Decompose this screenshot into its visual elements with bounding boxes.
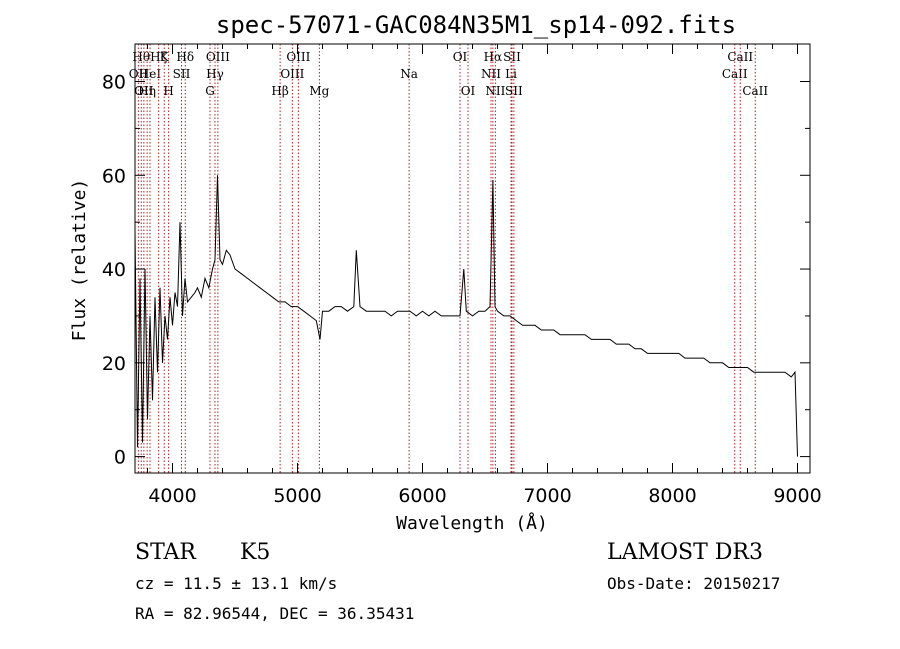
spectrum-series	[134, 175, 798, 457]
object-class: STAR	[135, 540, 196, 565]
object-subclass: K5	[240, 540, 271, 565]
line-label-23: Li	[505, 67, 517, 81]
y-tick-label-0: 0	[114, 447, 126, 469]
chart-title: spec-57071-GAC084N35M1_sp14-092.fits	[216, 11, 736, 39]
x-tick-label-3: 7000	[523, 485, 571, 507]
tick-labels: 4000 5000 6000 7000 8000 9000 0 20 40 60 80	[102, 72, 822, 507]
line-label-4: HeI	[139, 67, 162, 81]
y-axis-label: Flux (relative)	[69, 179, 90, 342]
x-axis-label: Wavelength (Å)	[396, 512, 548, 534]
spectrum-line	[134, 175, 798, 457]
line-label-16: Mg	[309, 84, 329, 98]
y-tick-label-1: 20	[102, 353, 126, 375]
line-label-1: Hθ	[132, 50, 150, 64]
chart-axes	[134, 43, 811, 474]
line-label-5: Hζ	[150, 50, 167, 64]
survey-name: LAMOST DR3	[607, 540, 763, 565]
line-label-0: OII	[129, 67, 149, 81]
line-label-11: Hγ	[206, 67, 224, 81]
line-label-2: OII	[134, 84, 154, 98]
line-label-17: Na	[400, 67, 418, 81]
y-tick-label-4: 80	[102, 72, 126, 94]
line-label-26: CaII	[722, 67, 748, 81]
line-label-19: OI	[461, 84, 476, 98]
line-label-25: SII	[505, 84, 523, 98]
plot-frame	[134, 43, 811, 474]
x-tick-label-5: 9000	[773, 485, 821, 507]
line-label-9: Hδ	[176, 50, 194, 64]
redshift-readout: cz = 11.5 ± 13.1 km/s	[135, 574, 338, 593]
line-label-14: OIII	[280, 67, 304, 81]
spectral-line-markers: OIIHθOIIHηHeIHζKHSIIHδGHγOIIIHβOIIIOIIIM…	[129, 44, 768, 473]
obs-date: Obs-Date: 20150217	[607, 574, 781, 593]
line-label-22: NII	[485, 84, 505, 98]
line-label-27: CaII	[727, 50, 753, 64]
x-tick-label-4: 8000	[648, 485, 696, 507]
coordinates-readout: RA = 82.96544, DEC = 36.35431	[135, 604, 415, 623]
x-tick-label-2: 6000	[398, 485, 446, 507]
line-label-18: OI	[453, 50, 468, 64]
y-tick-label-2: 40	[102, 259, 126, 281]
line-label-8: SII	[173, 67, 191, 81]
x-tick-label-0: 4000	[148, 485, 196, 507]
line-label-13: Hβ	[271, 84, 288, 98]
line-label-15: OIII	[286, 50, 310, 64]
line-label-7: H	[163, 84, 173, 98]
line-label-24: SII	[503, 50, 521, 64]
line-label-10: G	[205, 84, 215, 98]
y-tick-label-3: 60	[102, 165, 126, 187]
line-label-21: Hα	[484, 50, 503, 64]
line-label-12: OIII	[206, 50, 230, 64]
line-label-6: K	[160, 50, 170, 64]
line-label-28: CaII	[742, 84, 768, 98]
x-tick-label-1: 5000	[273, 485, 321, 507]
line-label-20: NII	[481, 67, 501, 81]
line-label-3: Hη	[138, 84, 156, 98]
